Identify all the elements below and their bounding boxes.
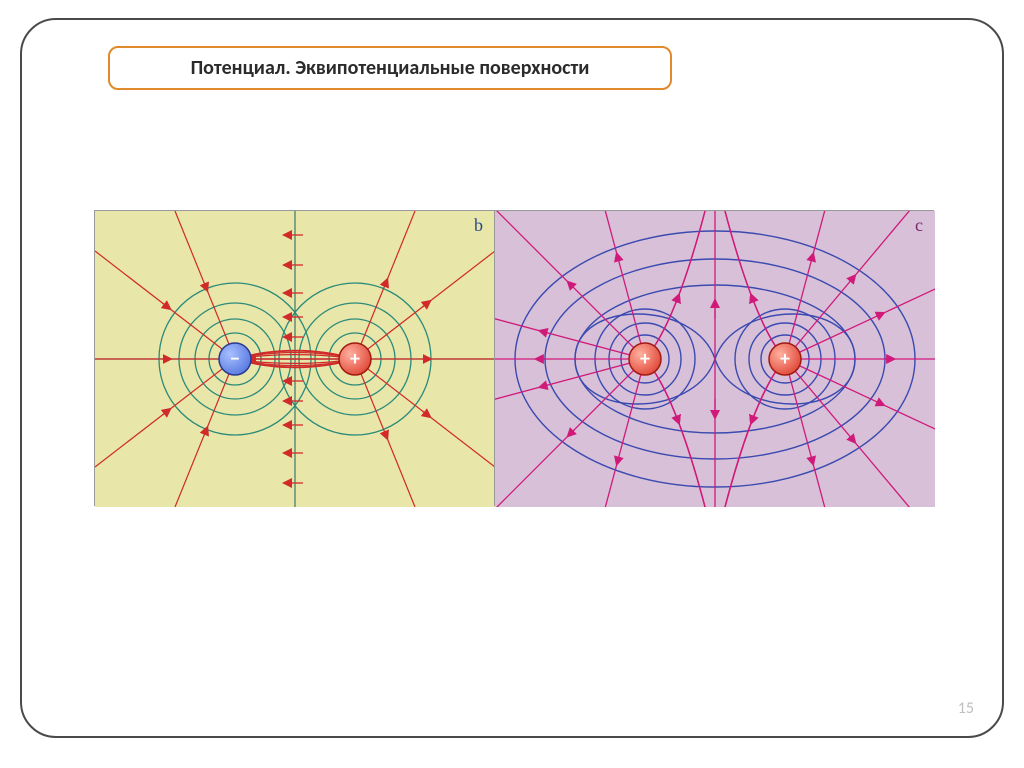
svg-text:−: − [230, 347, 240, 371]
dipole-diagram: −+ [95, 211, 495, 507]
panel-dipole: −+ b [94, 210, 494, 506]
panel-c-label: c [915, 215, 923, 236]
panel-b-label: b [474, 215, 483, 236]
title-box: Потенциал. Эквипотенциальные поверхности [108, 46, 672, 90]
slide-frame: Потенциал. Эквипотенциальные поверхности… [20, 18, 1004, 738]
page-number: 15 [958, 699, 974, 718]
svg-text:+: + [350, 347, 360, 371]
svg-text:+: + [780, 347, 790, 371]
panel-two-positive: ++ c [494, 210, 934, 506]
svg-text:+: + [640, 347, 650, 371]
diagrams-row: −+ b ++ c [94, 210, 934, 506]
two-positive-diagram: ++ [495, 211, 935, 507]
title-text: Потенциал. Эквипотенциальные поверхности [191, 56, 590, 80]
